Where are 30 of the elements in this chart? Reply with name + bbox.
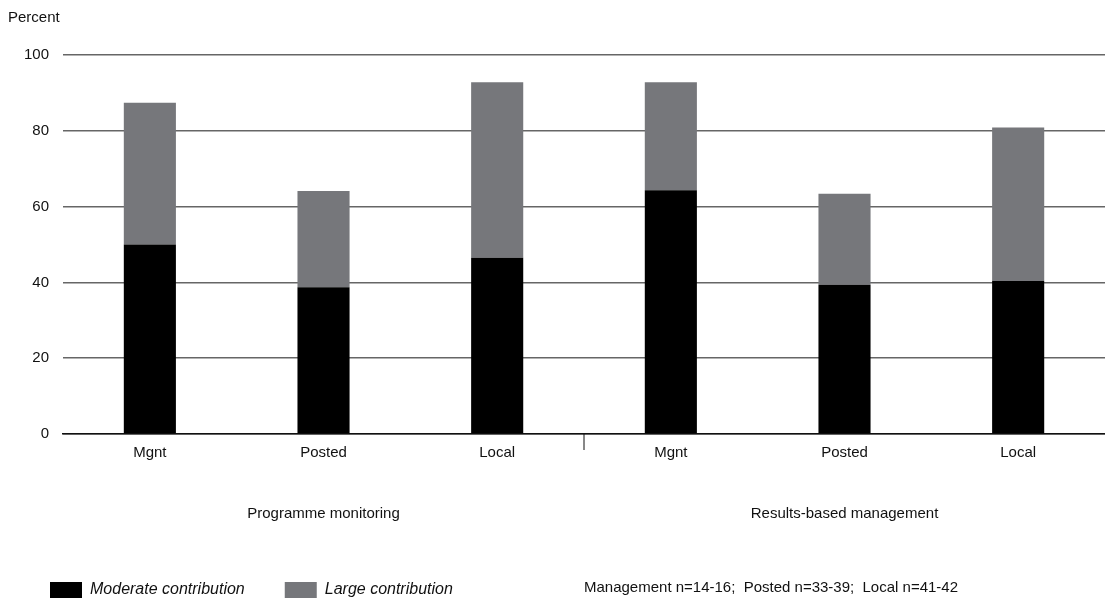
bar — [123, 102, 176, 245]
bar — [992, 127, 1045, 281]
x-tick-label: Local — [479, 443, 516, 461]
y-axis-title: Percent — [8, 7, 61, 25]
text: Results-based management — [750, 504, 940, 522]
x-tick-label: Local — [1000, 443, 1037, 461]
bar — [471, 82, 524, 258]
bar — [297, 191, 350, 288]
y-tick-label: 0 — [40, 424, 50, 442]
bar — [992, 280, 1045, 434]
y-tick-label: 100 — [24, 45, 50, 63]
bar — [644, 82, 697, 191]
bar — [644, 190, 697, 434]
bar — [297, 287, 350, 434]
bar — [123, 244, 176, 434]
bar — [818, 193, 871, 285]
bar — [471, 257, 524, 434]
text: Programme monitoring — [247, 504, 400, 522]
x-tick-label: Mgnt — [133, 443, 168, 461]
y-tick-label: 80 — [32, 120, 50, 138]
legend-label: Large contribution — [324, 580, 453, 598]
legend-label: Moderate contribution — [90, 580, 245, 598]
x-tick-label: Posted — [821, 443, 868, 461]
y-tick-label: 60 — [32, 196, 50, 214]
x-tick-label: Posted — [300, 443, 347, 461]
text: Management n=14-16; Posted n=33-39; Local n=41-42 — [584, 578, 959, 595]
bar — [818, 284, 871, 434]
y-tick-label: 40 — [32, 272, 50, 290]
y-tick-label: 20 — [32, 348, 50, 366]
x-tick-label: Mgnt — [654, 443, 689, 461]
